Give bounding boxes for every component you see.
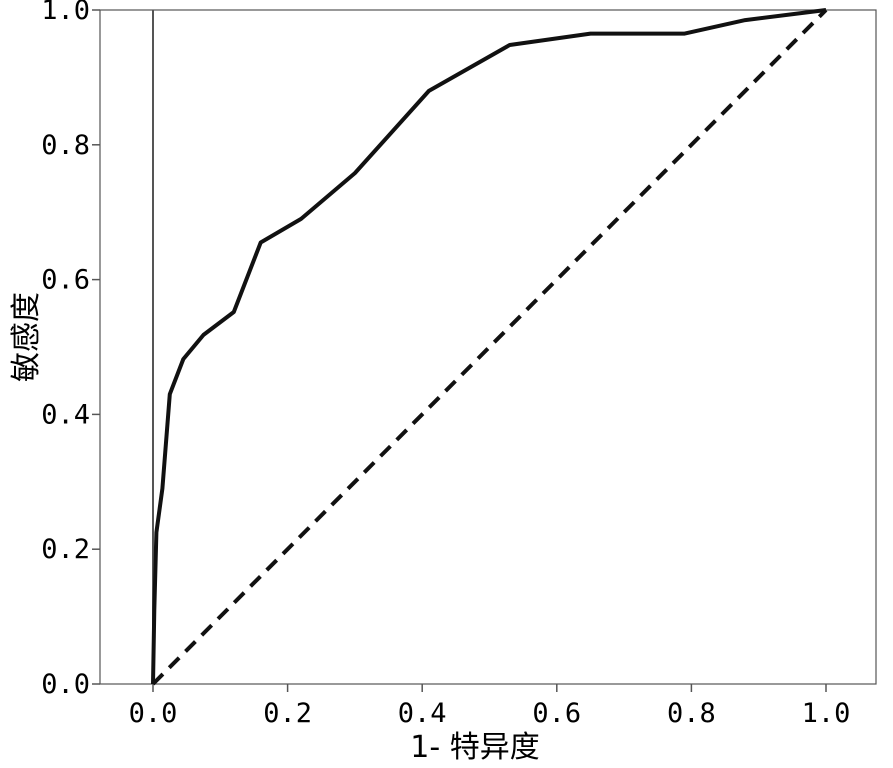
- y-tick-label: 0.0: [41, 669, 90, 700]
- y-tick-label: 0.8: [41, 130, 90, 161]
- x-axis-title: 1- 特异度: [410, 730, 539, 765]
- roc-curve-line: [151, 8, 827, 685]
- x-tick-label: 0.6: [532, 698, 581, 729]
- x-tick-label: 0.4: [398, 698, 447, 729]
- y-tick-label: 1.0: [41, 0, 90, 26]
- plot-area-frame: [99, 9, 877, 685]
- y-tick-label: 0.2: [41, 534, 90, 565]
- y-axis: 0.0 0.2 0.4 0.6 0.8 1.0: [41, 0, 100, 700]
- x-tick-label: 0.8: [667, 698, 716, 729]
- series-layer: [151, 8, 828, 686]
- x-axis: 0.0 0.2 0.4 0.6 0.8 1.0: [129, 684, 851, 729]
- y-tick-label: 0.6: [41, 265, 90, 296]
- x-tick-label: 1.0: [802, 698, 851, 729]
- reference-diagonal-line: [151, 8, 828, 686]
- x-tick-label: 0.2: [263, 698, 312, 729]
- y-axis-title: 敏感度: [9, 292, 44, 382]
- x-tick-label: 0.0: [129, 698, 178, 729]
- y-tick-label: 0.4: [41, 399, 90, 430]
